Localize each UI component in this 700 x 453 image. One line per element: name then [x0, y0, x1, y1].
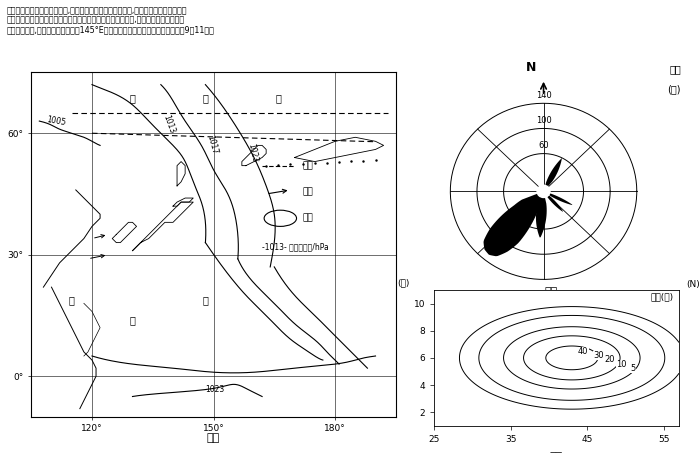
Text: 图甲: 图甲	[207, 433, 220, 443]
Text: 40: 40	[578, 347, 589, 356]
Text: 航线: 航线	[302, 161, 314, 170]
Text: 1013: 1013	[161, 114, 176, 135]
Text: N: N	[526, 62, 536, 74]
Text: 1005: 1005	[46, 115, 66, 127]
Polygon shape	[543, 191, 572, 205]
Text: 1017: 1017	[205, 135, 219, 155]
Text: 单位: 单位	[669, 64, 681, 74]
Polygon shape	[543, 191, 563, 212]
Text: 太: 太	[69, 295, 75, 305]
Text: (N): (N)	[686, 280, 700, 289]
Text: 1023: 1023	[205, 386, 225, 395]
Text: 冰: 冰	[202, 93, 209, 103]
Text: 北太平洋是全球海雾频发的海区之一。图甲为世界某区域略图,图乙为该地区不同风向: 北太平洋是全球海雾频发的海区之一。图甲为世界某区域略图,图乙为该地区不同风向	[7, 16, 185, 25]
Text: 1023: 1023	[246, 143, 259, 164]
Text: 平: 平	[130, 316, 135, 326]
Text: (次): (次)	[667, 84, 681, 94]
Text: 5: 5	[631, 364, 636, 373]
Text: 河流: 河流	[302, 188, 314, 197]
Text: -1013- 七月等压线/hPa: -1013- 七月等压线/hPa	[262, 242, 329, 251]
Polygon shape	[536, 191, 547, 237]
Polygon shape	[484, 191, 543, 256]
Text: 图乙: 图乙	[545, 287, 558, 297]
Text: 100: 100	[536, 116, 552, 125]
Text: 140: 140	[536, 91, 552, 100]
Text: 单位(次): 单位(次)	[651, 293, 674, 302]
Text: 60: 60	[538, 141, 549, 150]
Circle shape	[537, 185, 550, 198]
Text: 北: 北	[130, 93, 135, 103]
Text: 20: 20	[605, 355, 615, 364]
Polygon shape	[543, 158, 562, 191]
Text: 洋: 洋	[202, 295, 209, 305]
Text: (月): (月)	[398, 278, 410, 287]
Text: 图丙: 图丙	[550, 452, 563, 453]
Text: 当暖湿空气流经冷的下垫面时,空气中的水汽易冷却凝结成雾,大多数海雾均属此类。西: 当暖湿空气流经冷的下垫面时,空气中的水汽易冷却凝结成雾,大多数海雾均属此类。西	[7, 7, 188, 16]
Text: 水域: 水域	[302, 214, 314, 223]
Text: 10: 10	[616, 360, 626, 369]
Text: 30: 30	[594, 351, 604, 360]
Text: 下成雾频次图,图丙为西北太平洋沿145°E经线上成雾频次时空分布图。据图完成9～11题。: 下成雾频次图,图丙为西北太平洋沿145°E经线上成雾频次时空分布图。据图完成9～…	[7, 25, 215, 34]
Text: 洋: 洋	[275, 93, 281, 103]
